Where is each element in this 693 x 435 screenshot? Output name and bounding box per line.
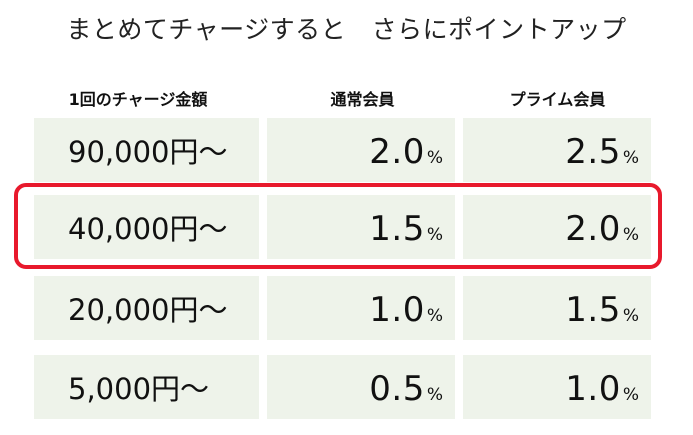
table-row-regular-rate: 1.5% bbox=[267, 195, 455, 259]
rate-value: 2.0 bbox=[565, 209, 621, 249]
rate-value: 2.5 bbox=[565, 132, 621, 172]
table-row-regular-rate: 0.5% bbox=[267, 355, 455, 419]
percent-sign: % bbox=[622, 225, 639, 245]
percent-sign: % bbox=[426, 385, 443, 405]
table-row-amount: 90,000円〜 bbox=[34, 118, 259, 182]
rate-value: 1.0 bbox=[369, 290, 425, 330]
percent-sign: % bbox=[622, 306, 639, 326]
page-title: まとめてチャージすると さらにポイントアップ bbox=[66, 15, 627, 44]
percent-sign: % bbox=[622, 385, 639, 405]
percent-sign: % bbox=[622, 148, 639, 168]
rate-value: 0.5 bbox=[369, 369, 425, 409]
rate-value: 2.0 bbox=[369, 132, 425, 172]
rate-value: 1.5 bbox=[369, 209, 425, 249]
table-row-regular-rate: 2.0% bbox=[267, 118, 455, 182]
table-row-prime-rate: 2.0% bbox=[463, 195, 651, 259]
column-header-regular-member: 通常会員 bbox=[330, 90, 395, 109]
rate-value: 1.0 bbox=[565, 369, 621, 409]
column-header-charge-amount: 1回のチャージ金額 bbox=[68, 90, 208, 109]
column-header-prime-member: プライム会員 bbox=[509, 90, 606, 109]
table-row-prime-rate: 1.0% bbox=[463, 355, 651, 419]
table-row-prime-rate: 2.5% bbox=[463, 118, 651, 182]
table-row-prime-rate: 1.5% bbox=[463, 276, 651, 340]
percent-sign: % bbox=[426, 306, 443, 326]
table-row-amount: 40,000円〜 bbox=[34, 195, 259, 259]
percent-sign: % bbox=[426, 148, 443, 168]
table-row-regular-rate: 1.0% bbox=[267, 276, 455, 340]
table-row-amount: 5,000円〜 bbox=[34, 355, 259, 419]
table-row-amount: 20,000円〜 bbox=[34, 276, 259, 340]
percent-sign: % bbox=[426, 225, 443, 245]
rate-value: 1.5 bbox=[565, 290, 621, 330]
